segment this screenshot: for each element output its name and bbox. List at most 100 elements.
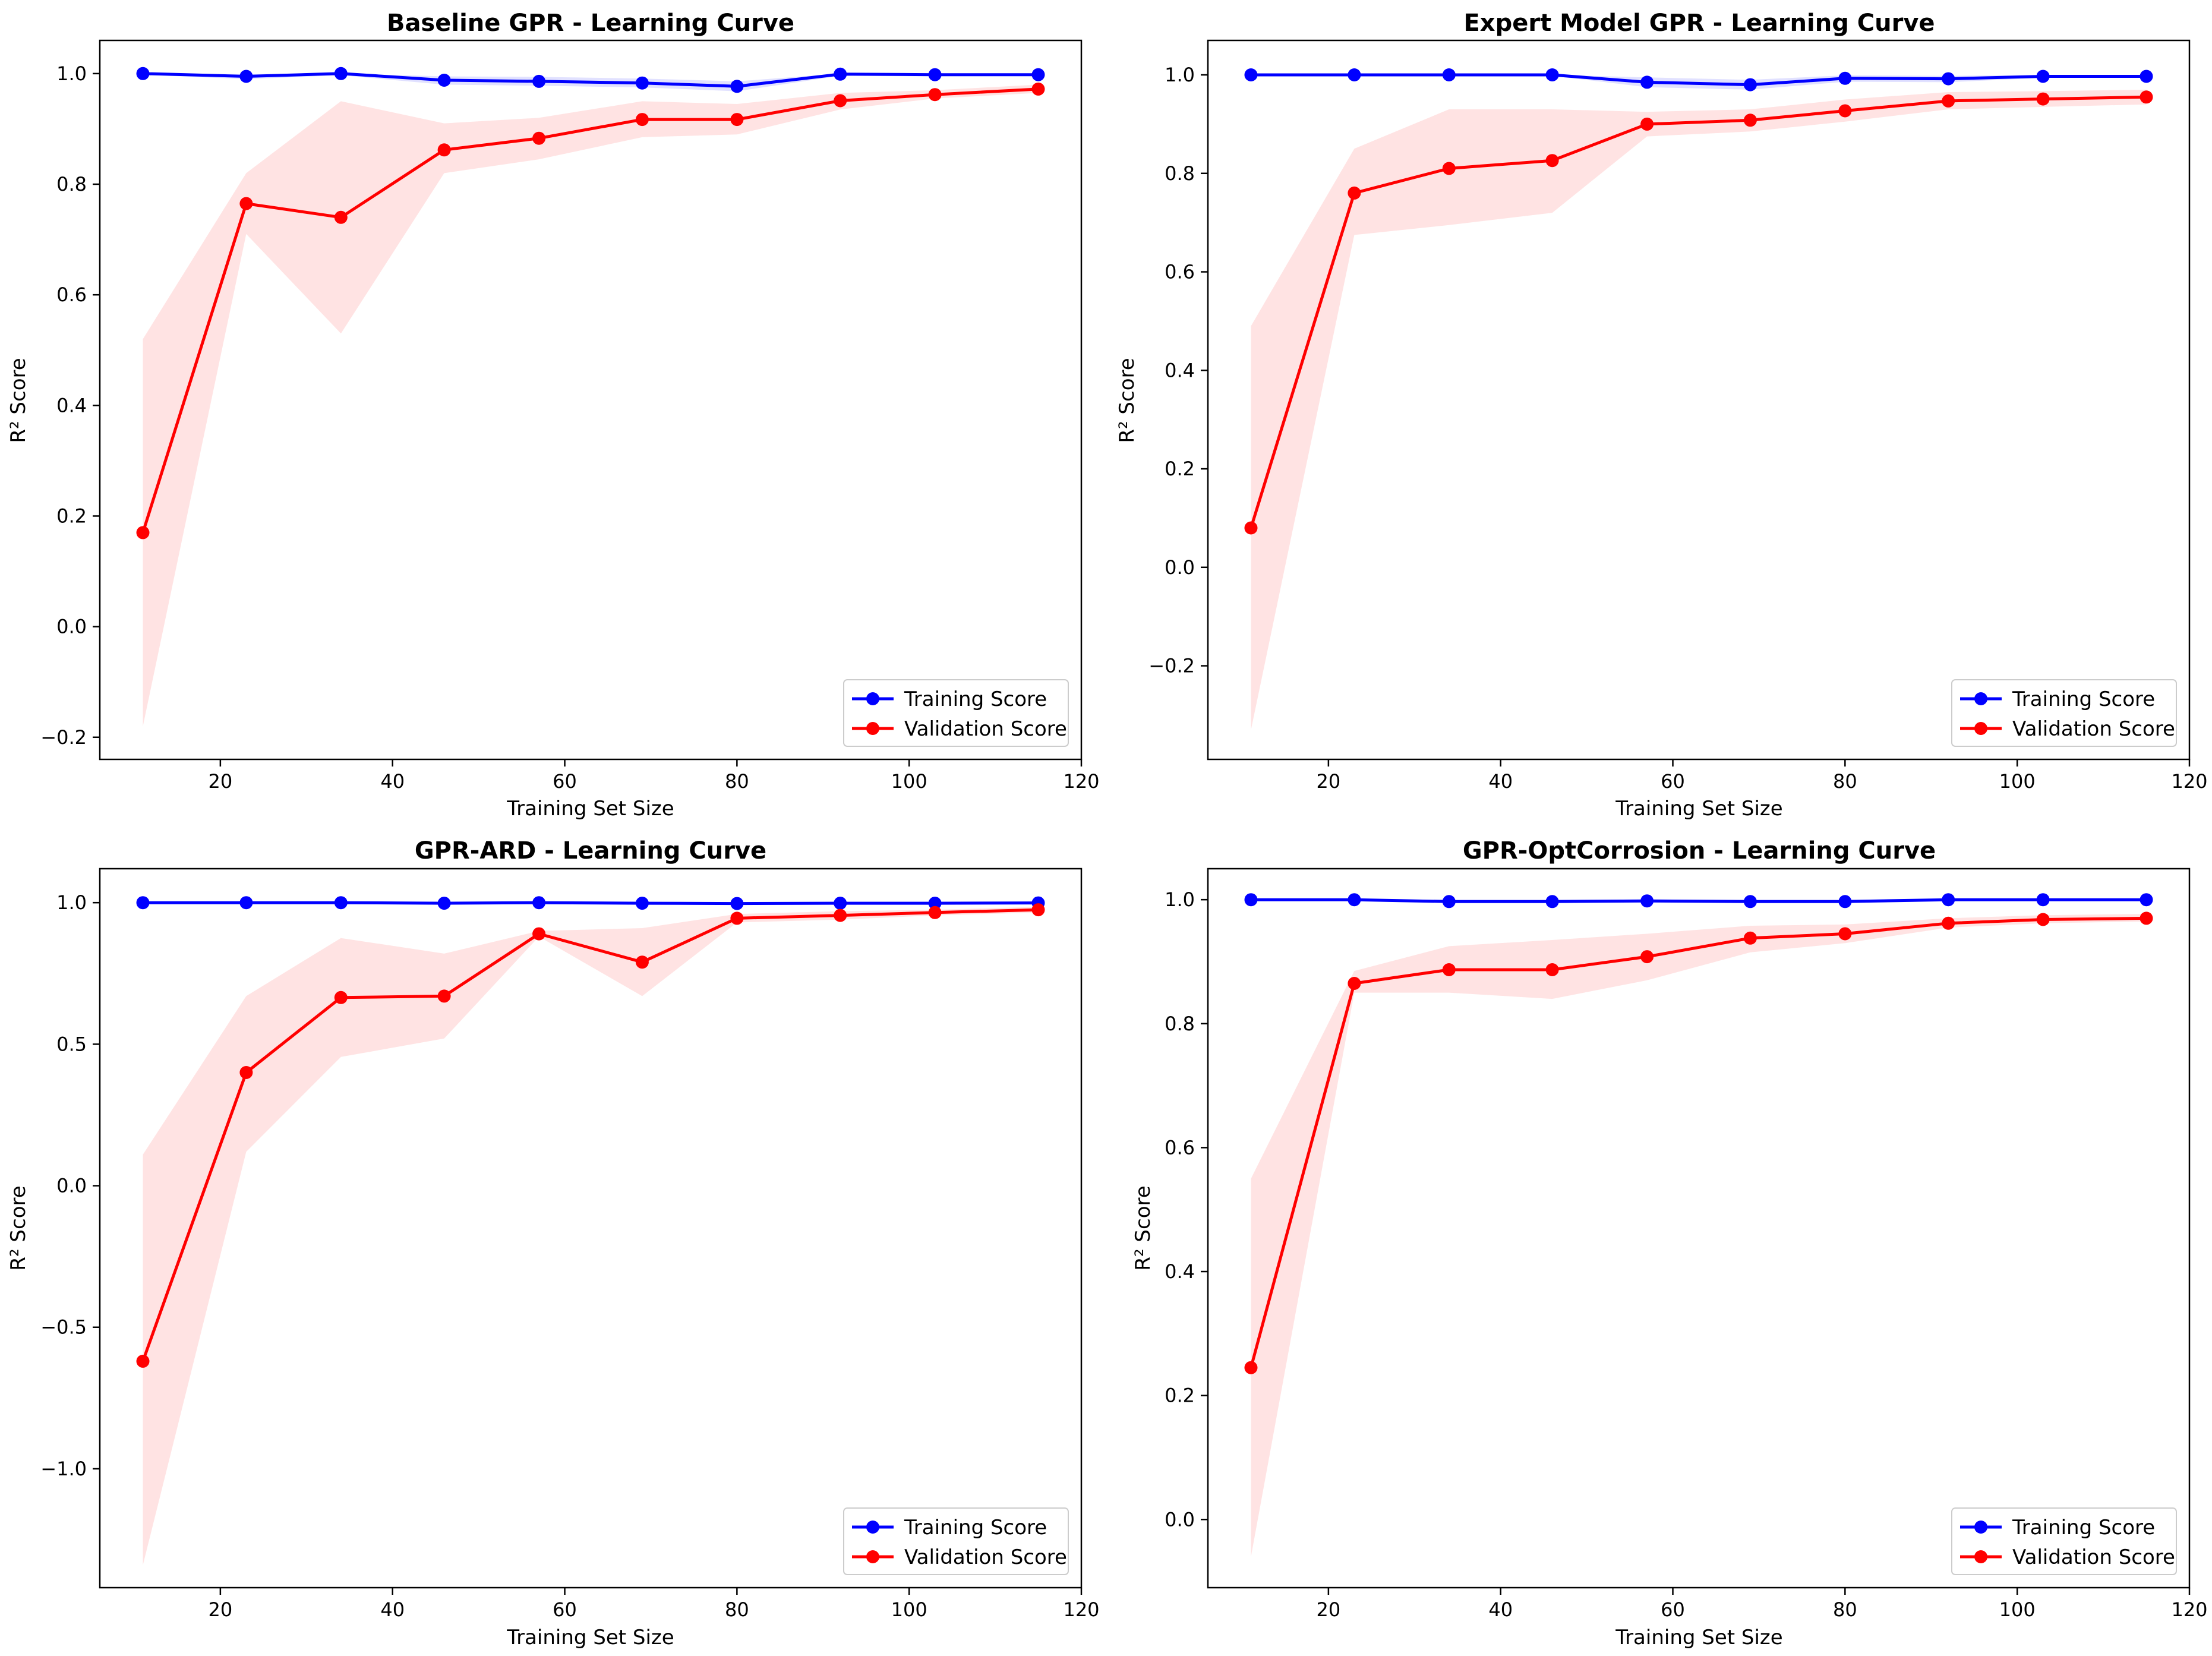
validation-score-line (141, 908, 1039, 1362)
training-score-point (1545, 895, 1559, 909)
x-tick-label: 60 (1661, 1598, 1685, 1621)
y-tick-label: 0.2 (1165, 1384, 1195, 1407)
legend-training-marker (866, 1521, 879, 1534)
x-tick-label: 60 (553, 770, 577, 793)
training-score-point (437, 897, 451, 910)
validation-score-band (143, 84, 1039, 727)
training-score-point (1640, 75, 1654, 89)
legend-box (1951, 1507, 2177, 1575)
x-tick-label: 80 (725, 1598, 749, 1621)
y-tick-label: 1.0 (1165, 64, 1195, 86)
y-axis-label: R² Score (1131, 1185, 1155, 1270)
validation-score-point (1348, 186, 1361, 200)
y-tick-label: 1.0 (56, 891, 87, 914)
validation-score-point (1942, 916, 1955, 930)
legend-training-label: Training Score (904, 687, 1047, 711)
legend-training-label: Training Score (904, 1516, 1047, 1540)
training-score-point (1348, 68, 1361, 81)
chart-title: Expert Model GPR - Learning Curve (1463, 10, 1935, 37)
legend-box (1951, 679, 2177, 747)
x-tick-label: 80 (1833, 1598, 1857, 1621)
x-tick-label: 80 (725, 770, 749, 793)
training-score-line (1251, 73, 2147, 87)
legend-training-marker (1974, 692, 1987, 705)
x-tick-label: 100 (891, 1598, 927, 1621)
training-score-point (1942, 893, 1955, 907)
y-tick-label: −0.2 (40, 726, 87, 749)
validation-score-point (1545, 963, 1559, 976)
legend-validation-marker (866, 722, 879, 735)
training-score-point (2036, 70, 2050, 83)
legend-validation-label: Validation Score (2012, 717, 2175, 741)
legend-validation-label: Validation Score (904, 717, 1067, 741)
legend-validation-marker (1974, 722, 1987, 735)
validation-score-point (1640, 117, 1654, 131)
validation-score-point (1244, 521, 1258, 535)
panel-expert-model-gpr: Expert Model GPR - Learning Curve Traini… (1115, 10, 2208, 821)
validation-score-point (1545, 154, 1559, 168)
y-tick-label: 0.0 (1165, 1508, 1195, 1531)
training-score-point (1244, 893, 1258, 907)
y-tick-label: −1.0 (40, 1458, 87, 1480)
x-axis-label: Training Set Size (506, 1626, 674, 1649)
validation-score-point (928, 88, 942, 102)
validation-score-point (334, 210, 348, 224)
training-score-point (1442, 895, 1456, 909)
training-score-point (834, 67, 847, 81)
training-score-point (1743, 895, 1757, 909)
x-axis-label: Training Set Size (1615, 1626, 1782, 1649)
y-tick-label: 0.6 (1165, 1136, 1195, 1159)
validation-score-point (1244, 1361, 1258, 1374)
y-axis-label: R² Score (7, 1185, 30, 1270)
x-axis-label: Training Set Size (1615, 797, 1782, 821)
x-axis-label: Training Set Size (506, 797, 674, 821)
training-score-point (834, 897, 847, 910)
x-tick-label: 60 (1661, 770, 1685, 793)
validation-score-point (2140, 911, 2153, 925)
legend-validation-label: Validation Score (904, 1545, 1067, 1569)
training-score-point (334, 896, 348, 910)
training-score-point (1348, 893, 1361, 907)
training-score-line (143, 72, 1039, 88)
plot-frame (99, 39, 1083, 761)
x-tick-label: 40 (1488, 1598, 1513, 1621)
training-score-point (2140, 893, 2153, 907)
training-score-point (730, 897, 744, 910)
legend-validation-marker (1974, 1550, 1987, 1563)
validation-score-line (1249, 95, 2147, 529)
training-score-point (1545, 68, 1559, 81)
validation-score-point (1640, 950, 1654, 964)
legend-training-marker (866, 692, 879, 705)
y-tick-label: 1.0 (1165, 888, 1195, 911)
training-score-point (1838, 895, 1852, 909)
validation-score-point (1743, 113, 1757, 127)
y-axis-label: R² Score (1115, 358, 1139, 443)
y-tick-label: 0.4 (1165, 359, 1195, 381)
training-score-point (532, 74, 546, 88)
training-score-point (1743, 78, 1757, 92)
legend-validation-marker (866, 1550, 879, 1563)
x-tick-label: 80 (1833, 770, 1857, 793)
training-score-point (2036, 893, 2050, 907)
y-tick-label: 0.4 (56, 394, 87, 417)
validation-score-point (136, 526, 150, 540)
training-score-point (1640, 894, 1654, 908)
chart-title: GPR-OptCorrosion - Learning Curve (1463, 837, 1936, 865)
training-score-point (532, 896, 546, 910)
panel-gpr-optcorrosion: GPR-OptCorrosion - Learning Curve Traini… (1131, 837, 2208, 1649)
training-score-point (239, 896, 253, 910)
validation-score-line (1249, 916, 2147, 1368)
y-tick-label: 0.6 (56, 283, 87, 306)
x-tick-label: 120 (1063, 770, 1099, 793)
training-score-point (1838, 71, 1852, 85)
validation-score-point (635, 113, 649, 127)
training-score-point (1442, 68, 1456, 81)
x-tick-label: 20 (209, 770, 233, 793)
validation-score-point (437, 143, 451, 157)
validation-score-point (1442, 963, 1456, 976)
plot-frame (99, 868, 1083, 1589)
training-score-point (1244, 68, 1258, 81)
validation-score-point (834, 909, 847, 922)
panel-gpr-ard: GPR-ARD - Learning Curve Training Set Si… (7, 837, 1100, 1649)
